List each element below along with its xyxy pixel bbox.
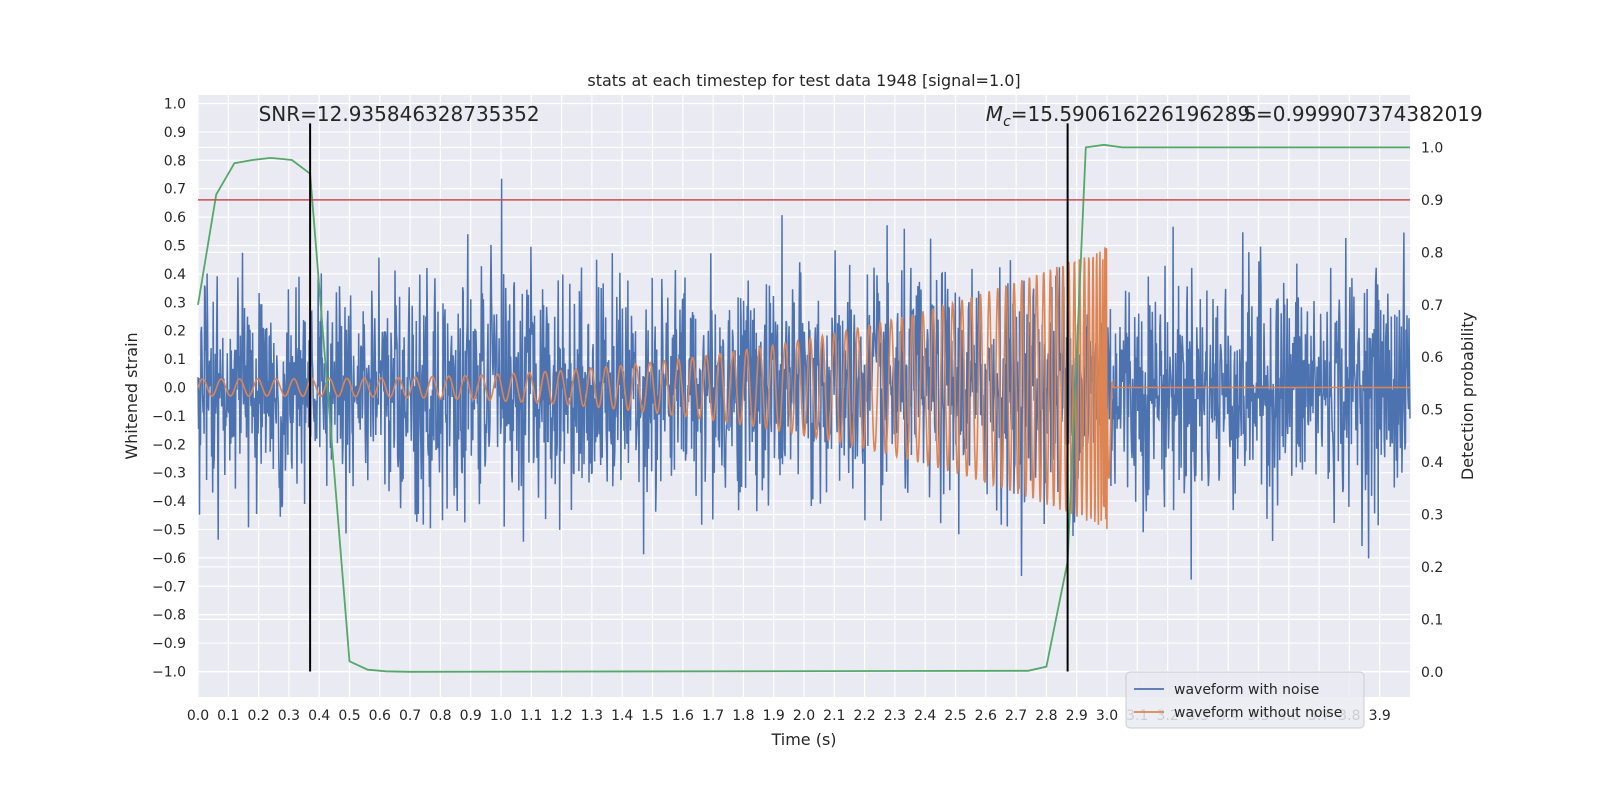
y-tick-label: 0.1 xyxy=(164,352,186,368)
x-tick-label: 0.4 xyxy=(308,708,330,724)
x-tick-label: 1.9 xyxy=(763,708,785,724)
y-tick-label: 1.0 xyxy=(164,97,186,113)
y2-tick-label: 0.0 xyxy=(1421,665,1443,681)
y-tick-label: 0.0 xyxy=(164,380,186,396)
x-tick-label: 0.7 xyxy=(399,708,421,724)
legend-box xyxy=(1125,671,1365,729)
annotation-0: SNR=12.935846328735352 xyxy=(259,102,540,126)
y-tick-label: 0.4 xyxy=(164,267,186,283)
x-tick-label: 1.8 xyxy=(732,708,754,724)
y-tick-label: −0.3 xyxy=(152,466,186,482)
series-detection-probability xyxy=(197,143,1410,673)
y-tick-label: −1.0 xyxy=(152,664,186,680)
reference-lines xyxy=(198,123,1410,672)
series-layer xyxy=(197,143,1411,673)
x-tick-label: 1.1 xyxy=(520,708,542,724)
x-tick-label: 2.9 xyxy=(1066,708,1088,724)
x-tick-label: 1.4 xyxy=(611,708,633,724)
y-tick-label: −0.1 xyxy=(152,409,186,425)
y-axis-ticks: 1.0 0.9 0.8 0.7 0.6 0.5 0.4 0.3 0.2 0.1 0.0 −0.1 −0.… xyxy=(152,97,186,681)
series-waveform-with-noise xyxy=(197,178,1411,580)
y-axis-label: Whitened strain xyxy=(122,332,141,459)
x-tick-label: 1.5 xyxy=(641,708,663,724)
annotations: SNR=12.935846328735352 Mc=15.590616226196… xyxy=(259,102,1483,130)
y-tick-label: −0.5 xyxy=(152,522,186,538)
y2-tick-label: 0.6 xyxy=(1421,350,1443,366)
y-tick-label: −0.7 xyxy=(152,579,186,595)
annotation-1: Mc=15.590616226196289 xyxy=(986,102,1250,130)
y-tick-label: 0.9 xyxy=(164,125,186,141)
annotation-2: S=0.999907374382019 xyxy=(1243,102,1482,126)
y-tick-label: 0.3 xyxy=(164,295,186,311)
y2-tick-label: 0.2 xyxy=(1421,560,1443,576)
x-tick-label: 0.0 xyxy=(187,708,209,724)
legend-label: waveform with noise xyxy=(1174,682,1319,698)
y-tick-label: −0.4 xyxy=(152,494,186,510)
x-tick-label: 2.0 xyxy=(793,708,815,724)
y-tick-label: 0.8 xyxy=(164,153,186,169)
y-tick-label: 0.6 xyxy=(164,210,186,226)
x-tick-label: 0.1 xyxy=(217,708,239,724)
legend: waveform with noise waveform without nois… xyxy=(1125,671,1365,729)
x-tick-label: 3.9 xyxy=(1369,708,1391,724)
chart-title: stats at each timestep for test data 194… xyxy=(587,71,1020,90)
y-tick-label: −0.9 xyxy=(152,636,186,652)
x-tick-label: 2.8 xyxy=(1035,708,1057,724)
y2-tick-label: 0.7 xyxy=(1421,298,1443,314)
x-tick-label: 0.3 xyxy=(278,708,300,724)
y-tick-label: −0.6 xyxy=(152,551,186,567)
legend-label: waveform without noise xyxy=(1174,705,1342,721)
x-tick-label: 1.6 xyxy=(672,708,694,724)
y-tick-label: −0.2 xyxy=(152,437,186,453)
y2-tick-label: 0.4 xyxy=(1421,455,1443,471)
y-tick-label: 0.7 xyxy=(164,182,186,198)
y-tick-label: 0.2 xyxy=(164,324,186,340)
y2-tick-label: 0.1 xyxy=(1421,612,1443,628)
x-tick-label: 1.7 xyxy=(702,708,724,724)
y-tick-label: 0.5 xyxy=(164,239,186,255)
x-tick-label: 0.8 xyxy=(429,708,451,724)
x-tick-label: 2.6 xyxy=(975,708,997,724)
x-tick-label: 1.2 xyxy=(550,708,572,724)
x-tick-label: 1.3 xyxy=(581,708,603,724)
x-tick-label: 0.5 xyxy=(338,708,360,724)
x-tick-label: 2.3 xyxy=(884,708,906,724)
y2-axis-ticks: 1.0 0.9 0.8 0.7 0.6 0.5 0.4 0.3 0.2 0.1 0.0 xyxy=(1421,140,1443,680)
x-tick-label: 0.9 xyxy=(460,708,482,724)
x-tick-label: 1.0 xyxy=(490,708,512,724)
y2-tick-label: 1.0 xyxy=(1421,140,1443,156)
x-tick-label: 3.0 xyxy=(1096,708,1118,724)
y-tick-label: −0.8 xyxy=(152,608,186,624)
x-axis-label: Time (s) xyxy=(770,730,836,749)
y2-tick-label: 0.5 xyxy=(1421,403,1443,419)
x-tick-label: 0.6 xyxy=(369,708,391,724)
y2-axis-label: Detection probability xyxy=(1458,312,1477,480)
series-waveform-without-noise xyxy=(197,247,1410,529)
x-tick-label: 2.4 xyxy=(914,708,936,724)
x-tick-label: 2.5 xyxy=(944,708,966,724)
y2-tick-label: 0.8 xyxy=(1421,245,1443,261)
y2-tick-label: 0.3 xyxy=(1421,508,1443,524)
x-tick-label: 2.7 xyxy=(1005,708,1027,724)
x-tick-label: 0.2 xyxy=(247,708,269,724)
x-tick-label: 2.1 xyxy=(823,708,845,724)
y2-tick-label: 0.9 xyxy=(1421,193,1443,209)
x-tick-label: 2.2 xyxy=(853,708,875,724)
